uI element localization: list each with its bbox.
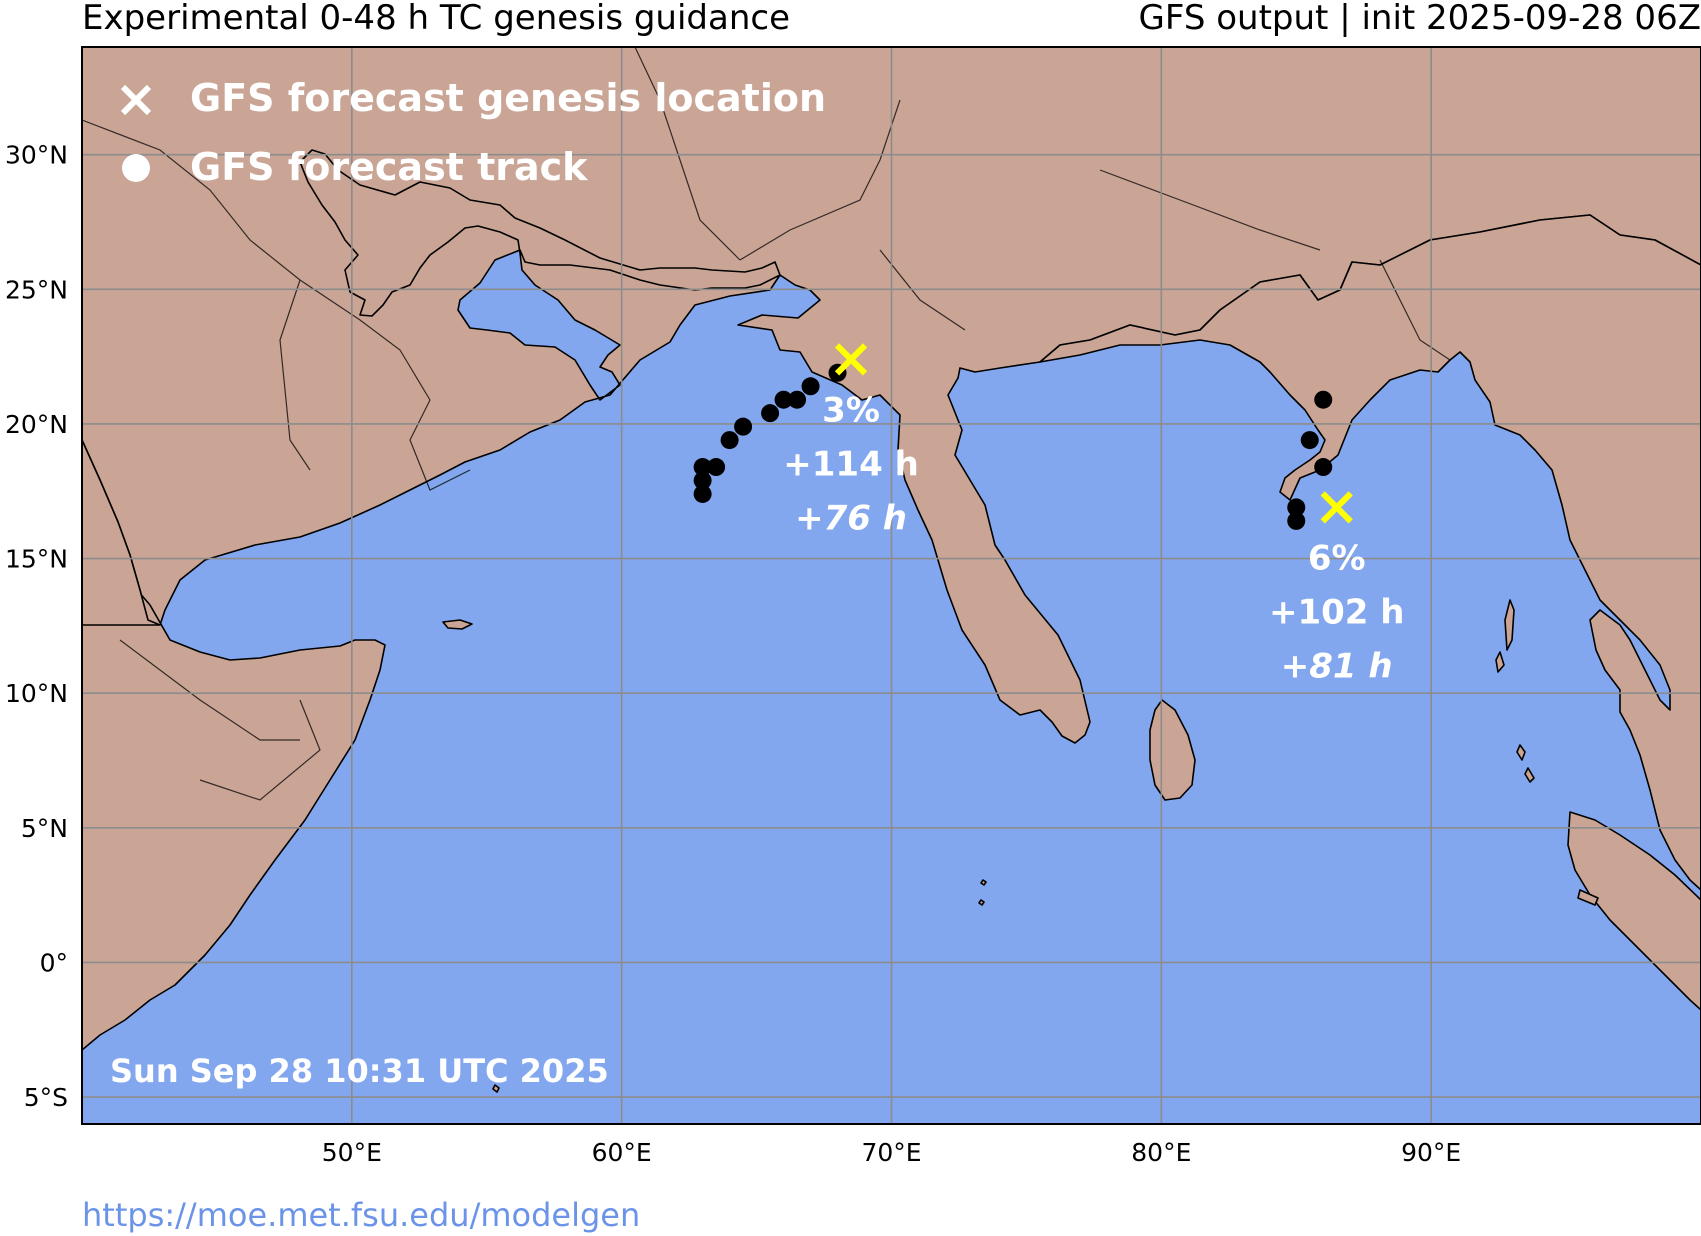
track-point	[1287, 498, 1306, 517]
lon-tick-label: 90°E	[1401, 1138, 1461, 1167]
track-point	[693, 458, 712, 477]
track-point	[693, 471, 712, 490]
country-borders	[82, 47, 1451, 801]
longitude-labels: 50°E 60°E 70°E 80°E 90°E	[322, 1138, 1461, 1167]
legend-genesis-label: GFS forecast genesis location	[190, 76, 826, 120]
track-point	[761, 404, 780, 423]
lat-tick-label: 20°N	[5, 410, 68, 439]
lat-tick-label: 10°N	[5, 679, 68, 708]
genesis-lead-time: +114 h	[783, 444, 919, 484]
timestamp: Sun Sep 28 10:31 UTC 2025	[110, 1052, 609, 1090]
lat-tick-label: 0°	[40, 948, 68, 977]
genesis-probability: 3%	[822, 390, 880, 430]
track-point	[774, 390, 793, 409]
latitude-labels: 30°N 25°N 20°N 15°N 10°N 5°N 0° 5°S	[5, 141, 68, 1112]
lon-tick-label: 60°E	[592, 1138, 652, 1167]
gridlines	[82, 47, 1701, 1124]
lat-tick-label: 25°N	[5, 275, 68, 304]
track-point	[707, 458, 726, 477]
track-point	[1300, 431, 1319, 450]
lat-tick-label: 30°N	[5, 141, 68, 170]
track-point	[734, 417, 753, 436]
track-point-legend-icon	[122, 154, 150, 182]
lon-tick-label: 80°E	[1131, 1138, 1191, 1167]
genesis-lead-time-alt: +81 h	[1281, 646, 1393, 686]
map-frame	[81, 46, 1701, 1125]
lat-tick-label: 5°S	[24, 1083, 68, 1112]
track-point	[693, 484, 712, 503]
track-point	[788, 390, 807, 409]
tc-system: 3% +114 h +76 h	[693, 343, 919, 538]
genesis-marker	[1320, 491, 1353, 524]
map-title: Experimental 0-48 h TC genesis guidance	[82, 0, 790, 38]
map-legend: GFS forecast genesis location GFS foreca…	[120, 76, 826, 189]
genesis-lead-time-alt: +76 h	[795, 498, 907, 538]
tc-system: 6% +102 h +81 h	[1269, 390, 1405, 686]
genesis-marker	[834, 343, 868, 376]
lon-tick-label: 50°E	[322, 1138, 382, 1167]
track-point	[801, 377, 820, 396]
lon-tick-label: 70°E	[861, 1138, 921, 1167]
tc-systems: 3% +114 h +76 h 6% +102 h +81 h	[693, 343, 1405, 686]
genesis-marker-legend-icon	[120, 84, 152, 116]
source-url-link[interactable]: https://moe.met.fsu.edu/modelgen	[82, 1196, 641, 1234]
track-point	[1314, 458, 1333, 477]
genesis-probability: 6%	[1308, 538, 1366, 578]
track-point	[1287, 511, 1306, 530]
lat-tick-label: 15°N	[5, 545, 68, 574]
track-point	[1314, 390, 1333, 409]
track-point	[720, 431, 739, 450]
legend-track-label: GFS forecast track	[190, 145, 588, 189]
lat-tick-label: 5°N	[21, 814, 68, 843]
genesis-lead-time: +102 h	[1269, 592, 1405, 632]
model-init-label: GFS output | init 2025-09-28 06Z	[1138, 0, 1701, 38]
